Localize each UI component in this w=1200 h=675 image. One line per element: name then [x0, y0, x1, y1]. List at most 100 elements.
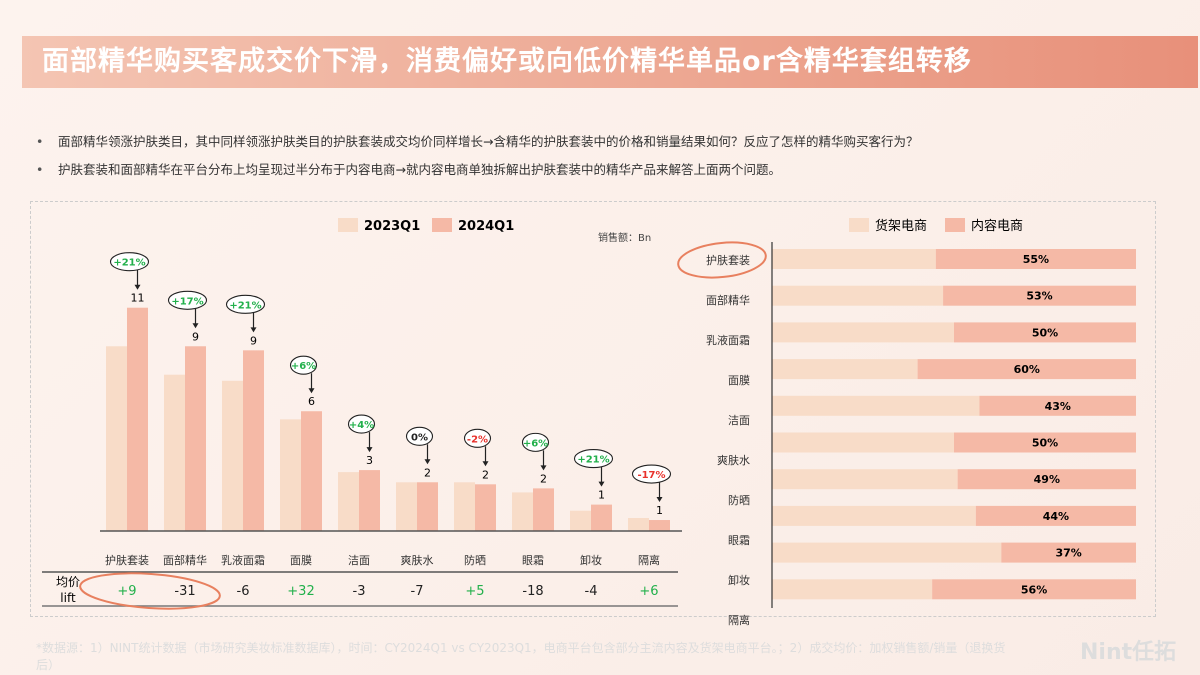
data-label: 9: [250, 334, 257, 347]
growth-badge: [573, 449, 614, 469]
bar-2024: [533, 488, 554, 531]
lift-value: -4: [585, 584, 598, 599]
unit-label: 销售额：Bn: [598, 231, 651, 244]
arrow-head-icon: [308, 388, 315, 394]
legend-swatch-2023: [338, 218, 358, 232]
lift-value: +6: [639, 584, 658, 599]
bar-shelf: [772, 579, 933, 600]
category-label: 卸妆: [728, 573, 750, 587]
lift-header: 均价: [56, 575, 80, 589]
legend-label-2023: 2023Q1: [364, 219, 420, 234]
growth-label: +21%: [577, 455, 609, 466]
bullet-list: • 面部精华领涨护肤类目，其中同样领涨护肤类目的护肤套装成交均价同样增长→含精华的…: [36, 132, 918, 188]
lift-value: -18: [522, 584, 543, 599]
growth-badge: [109, 252, 150, 272]
category-label: 护肤套装: [105, 553, 149, 567]
bar-2024: [301, 411, 322, 531]
lift-value: -6: [237, 584, 250, 599]
bar-2024: [127, 307, 148, 531]
category-label: 洁面: [728, 414, 750, 427]
legend-label-2024: 2024Q1: [458, 219, 514, 234]
bar-content: [979, 395, 1136, 416]
bar-2024: [185, 346, 206, 531]
data-label: 37%: [1055, 547, 1081, 560]
data-label: 50%: [1032, 437, 1058, 450]
category-label: 护肤套装: [706, 253, 750, 267]
bar-content: [935, 249, 1136, 269]
growth-label: +21%: [229, 300, 261, 311]
arrow-head-icon: [192, 323, 199, 329]
bar-shelf: [772, 395, 980, 416]
bar-2023: [454, 482, 475, 531]
arrow-head-icon: [134, 284, 141, 290]
bar-2023: [164, 374, 185, 531]
category-label: 隔离: [728, 613, 750, 627]
growth-badge: [631, 464, 672, 484]
category-label: 眼霜: [522, 554, 544, 567]
bar-content: [932, 579, 1136, 600]
data-label: 53%: [1026, 290, 1052, 303]
bar-shelf: [772, 249, 936, 269]
bar-2023: [512, 492, 533, 531]
data-label: 56%: [1021, 583, 1047, 596]
data-label: 3: [366, 454, 373, 467]
category-label: 面膜: [728, 374, 750, 387]
growth-label: 0%: [411, 432, 428, 443]
bar-content: [917, 359, 1136, 380]
lift-value: +5: [465, 584, 484, 599]
arrow-head-icon: [366, 447, 373, 453]
category-label: 面膜: [290, 554, 312, 567]
data-label: 6: [308, 395, 315, 408]
bar-2023: [222, 380, 243, 531]
category-label: 乳液面霜: [221, 553, 265, 567]
category-label: 爽肤水: [401, 553, 434, 567]
growth-badge: [289, 355, 318, 375]
bar-2024: [649, 520, 670, 531]
category-label: 爽肤水: [717, 453, 750, 467]
growth-badge: [405, 426, 434, 446]
highlight-circle: [79, 572, 221, 610]
growth-label: +4%: [349, 420, 374, 431]
category-label: 面部精华: [163, 553, 207, 567]
bullet-item: • 护肤套装和面部精华在平台分布上均呈现过半分布于内容电商→就内容电商单独拆解出护…: [36, 162, 781, 177]
bar-content: [1001, 542, 1136, 563]
bullet-text: 面部精华领涨护肤类目，其中同样领涨护肤类目的护肤套装成交均价同样增长→含精华的护…: [58, 134, 919, 149]
category-label: 防晒: [728, 493, 750, 507]
data-label: 2: [540, 472, 547, 485]
arrow-head-icon: [482, 461, 489, 467]
page-title: 面部精华购买客成交价下滑，消费偏好或向低价精华单品or含精华套组转移: [22, 36, 1198, 88]
growth-label: +6%: [523, 438, 548, 449]
arrow-head-icon: [424, 459, 431, 465]
growth-label: -2%: [467, 434, 488, 445]
bar-shelf: [772, 322, 954, 343]
legend-swatch-shelf: [849, 218, 869, 232]
bar-2023: [106, 346, 127, 531]
legend-label-shelf: 货架电商: [875, 218, 927, 234]
bar-content: [975, 505, 1136, 526]
category-label: 乳液面霜: [706, 333, 750, 347]
data-label: 60%: [1014, 363, 1040, 376]
bar-shelf: [772, 432, 954, 453]
growth-badge: [521, 432, 550, 452]
lift-value: -3: [353, 584, 366, 599]
bar-2023: [396, 482, 417, 531]
growth-label: +17%: [171, 296, 203, 307]
legend-swatch-2024: [432, 218, 452, 232]
bar-shelf: [772, 505, 976, 526]
arrow-head-icon: [656, 497, 663, 503]
bar-2023: [570, 510, 591, 531]
lift-header: lift: [60, 591, 76, 605]
growth-label: -17%: [637, 470, 665, 481]
highlight-circle: [677, 241, 767, 279]
growth-label: +21%: [113, 258, 145, 269]
bullet-text: 护肤套装和面部精华在平台分布上均呈现过半分布于内容电商→就内容电商单独拆解出护肤…: [58, 162, 781, 177]
growth-label: +6%: [291, 361, 316, 372]
legend-label-content: 内容电商: [971, 218, 1023, 234]
growth-badge: [167, 290, 208, 310]
bar-2024: [417, 482, 438, 531]
lift-value: +9: [117, 584, 136, 599]
bar-shelf: [772, 285, 944, 306]
data-label: 1: [656, 504, 663, 517]
arrow-head-icon: [598, 481, 605, 487]
